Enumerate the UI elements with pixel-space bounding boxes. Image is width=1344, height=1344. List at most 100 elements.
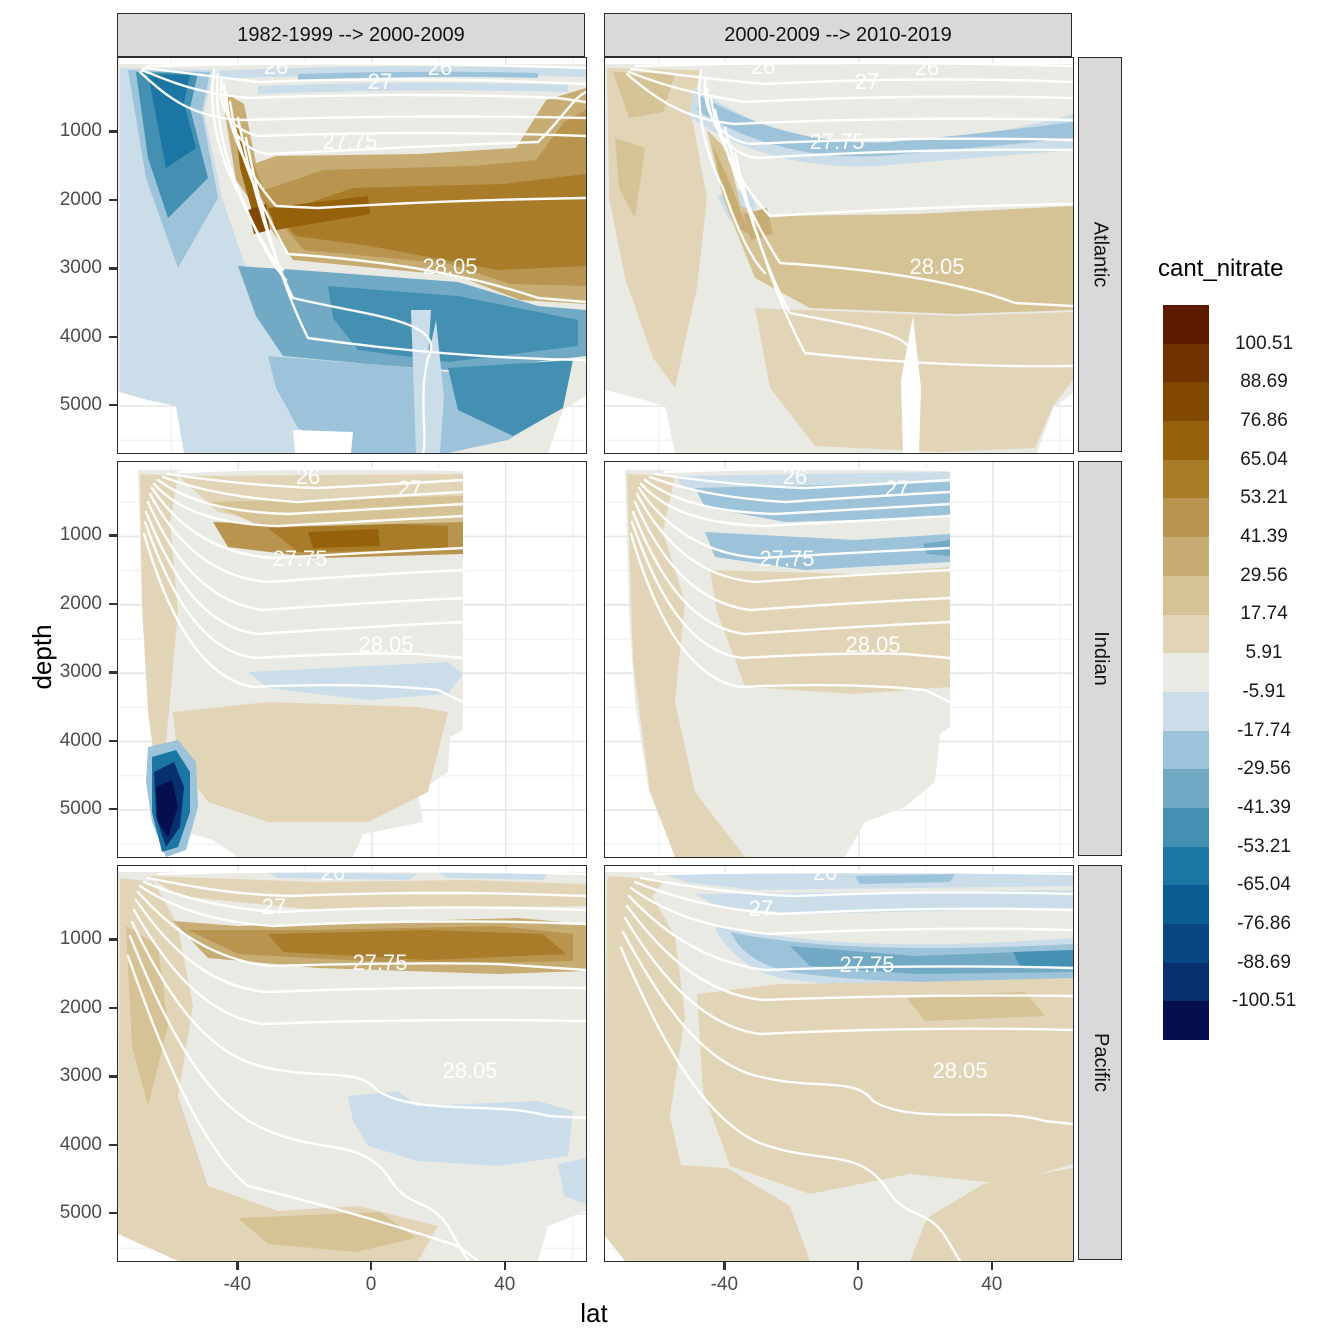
y-tick-mark	[109, 1212, 117, 1215]
contour-line	[166, 472, 465, 490]
x-tick-mark	[503, 1262, 506, 1270]
y-tick-mark	[109, 404, 117, 407]
legend-label: 88.69	[1240, 371, 1288, 393]
contour-fill-region	[615, 138, 645, 218]
x-tick-mark	[236, 1262, 239, 1270]
contour-fill-region	[268, 872, 418, 880]
legend-color-swatch	[1163, 459, 1209, 499]
contour-line	[705, 86, 1073, 160]
legend-label: 29.56	[1240, 564, 1288, 586]
contour-label: 27	[885, 476, 909, 501]
legend-label: 65.04	[1240, 448, 1288, 470]
contour-line	[142, 66, 586, 86]
facet-strip-row-indian: Indian	[1078, 461, 1122, 856]
contour-line	[128, 934, 470, 1261]
contour-fill-region	[232, 116, 586, 270]
contour-label: 26	[751, 57, 775, 79]
y-tick-mark	[109, 534, 117, 537]
legend-label: 17.74	[1240, 603, 1288, 625]
legend-color-swatch	[1163, 614, 1209, 654]
x-tick-mark	[723, 1262, 726, 1270]
contour-line	[130, 920, 586, 1120]
contour-label: 27.75	[272, 546, 327, 571]
contour-line	[698, 68, 767, 275]
contour-label: 27.75	[322, 129, 377, 154]
facet-strip-row-pacific-label: Pacific	[1089, 1033, 1112, 1092]
panel-pacific-2000-2009: 26 27 27.75 28.05	[604, 865, 1074, 1262]
contour-line	[621, 930, 1073, 1126]
contour-fill-region	[268, 930, 566, 960]
contour-line	[643, 478, 952, 516]
legend-label: 41.39	[1240, 526, 1288, 548]
contour-line	[176, 467, 465, 474]
contour-fill-region	[118, 878, 438, 1261]
contour-fill-region	[910, 1168, 1073, 1261]
legend-color-swatch	[1163, 885, 1209, 924]
contour-fill-region	[1013, 950, 1073, 968]
legend-color-swatch	[1163, 846, 1209, 886]
legend-label: -5.91	[1242, 680, 1286, 702]
legend-color-swatch	[1163, 962, 1209, 1002]
contour-fill-region	[208, 496, 463, 530]
y-tick-label: 3000	[59, 257, 102, 279]
contour-line	[623, 916, 1073, 1036]
contour-fill-region	[140, 474, 178, 802]
y-tick-label: 4000	[59, 325, 102, 347]
contour-line	[126, 954, 480, 1261]
x-axis-title: lat	[580, 1298, 608, 1328]
x-tick-label: 40	[494, 1274, 516, 1295]
x-tick-mark	[369, 1262, 373, 1270]
contour-label: 27	[398, 476, 422, 501]
contour-fill-region	[258, 82, 568, 94]
contour-fill-region	[855, 874, 955, 884]
contour-fill-region	[293, 430, 353, 453]
contour-line	[633, 61, 1073, 68]
legend-color-swatch	[1163, 1001, 1209, 1041]
facet-strip-col-1-label: 1982-1999 --> 2000-2009	[237, 23, 465, 46]
contour-line	[152, 482, 465, 528]
contour-fill-region	[411, 310, 444, 453]
contour-label: 28.05	[442, 1058, 497, 1083]
legend-color-swatch	[1163, 498, 1209, 538]
x-tick-mark	[990, 1262, 993, 1270]
contour-label: 28.05	[909, 254, 964, 279]
y-tick-mark	[109, 1075, 117, 1078]
contour-fill-region	[558, 1158, 586, 1204]
contour-label: 27	[749, 896, 773, 921]
panel-atlantic-2000-2009: 26 26 27 27.75 28.05	[604, 57, 1074, 454]
legend-label: -41.39	[1237, 796, 1291, 818]
contour-label: 27.75	[352, 950, 407, 975]
contour-label: 27	[855, 69, 879, 94]
legend-color-swatch	[1163, 421, 1209, 460]
contour-line	[156, 478, 465, 516]
legend-label: 100.51	[1234, 332, 1294, 354]
y-tick-mark	[109, 1006, 117, 1010]
contour-line	[663, 467, 952, 474]
contour-line	[146, 876, 586, 898]
contour-label: 27.75	[839, 952, 894, 977]
panel-pacific-1982-1999: 26 27 27.75 28.05	[117, 865, 587, 1262]
contour-line	[138, 70, 586, 122]
legend-label: -76.86	[1237, 912, 1291, 934]
contour-line	[633, 880, 1073, 916]
contour-label: 26	[321, 865, 345, 885]
contour-label: 28.05	[932, 1058, 987, 1083]
contour-fill-region	[148, 74, 196, 168]
contour-fill-region	[707, 130, 1073, 314]
contour-line	[625, 904, 1073, 1002]
contour-line	[629, 886, 1073, 936]
contour-fill-region	[448, 360, 573, 436]
contour-line	[653, 472, 952, 490]
facet-strip-col-2-label: 2000-2009 --> 2010-2019	[724, 23, 952, 46]
contour-fill-region	[173, 702, 448, 822]
legend-color-swatch	[1163, 537, 1209, 576]
facet-strip-row-atlantic: Atlantic	[1078, 57, 1122, 452]
y-tick-mark	[109, 808, 117, 811]
legend-colorbar	[1163, 305, 1209, 1041]
x-tick-label: -40	[223, 1274, 252, 1295]
contour-line	[633, 500, 952, 612]
y-tick-mark	[109, 739, 117, 742]
contour-label: 26	[296, 464, 320, 489]
facet-strip-row-indian-label: Indian	[1089, 631, 1112, 686]
contour-line	[136, 890, 586, 972]
